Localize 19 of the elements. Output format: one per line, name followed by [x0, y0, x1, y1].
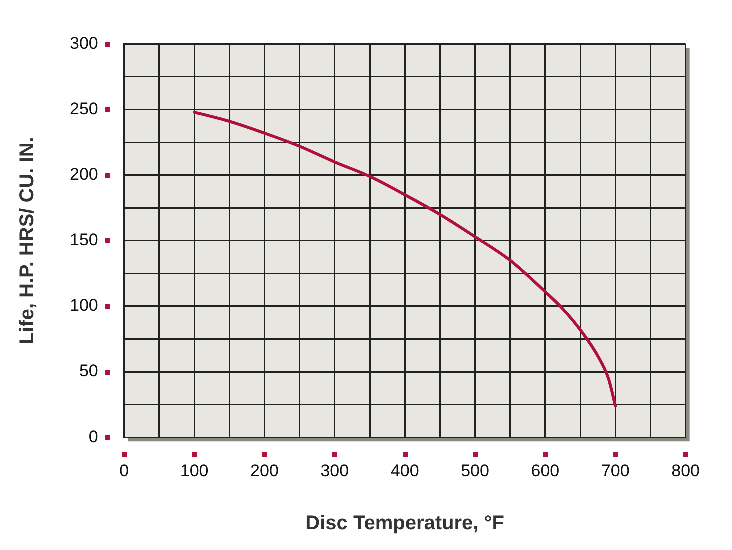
y-axis-title: Life, H.P. HRS/ CU. IN. [16, 137, 39, 345]
y-tick-label: 100 [70, 296, 98, 316]
x-tick-label: 100 [180, 461, 209, 480]
x-tick-label: 0 [120, 461, 130, 480]
y-tick-label: 0 [88, 427, 98, 446]
y-tick-label: 50 [79, 362, 98, 381]
y-tick-label: 150 [70, 230, 98, 250]
y-tick-label: 250 [70, 99, 98, 118]
y-tick-label: 200 [70, 165, 98, 184]
x-tick-label: 600 [531, 461, 560, 480]
x-tick-label: 800 [672, 461, 700, 480]
x-tick-label: 200 [250, 461, 279, 480]
x-tick-label: 400 [390, 461, 420, 480]
y-tick-label: 300 [70, 34, 98, 53]
x-tick-label: 500 [461, 461, 490, 480]
x-axis-title: Disc Temperature, °F [306, 512, 504, 535]
x-tick-label: 300 [320, 461, 350, 480]
line-series [193, 110, 618, 408]
x-tick-label: 700 [601, 461, 630, 480]
